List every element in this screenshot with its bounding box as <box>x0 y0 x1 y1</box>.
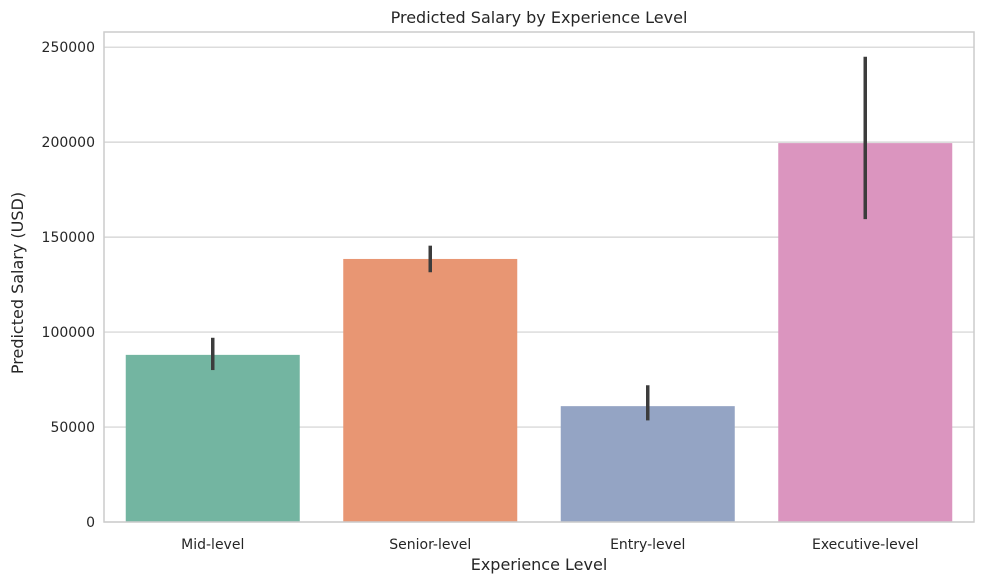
y-tick-label: 0 <box>86 515 95 531</box>
y-tick-label: 250000 <box>42 40 95 56</box>
bar-senior-level <box>343 258 518 522</box>
y-tick-labels: 0 50000 100000 150000 200000 250000 <box>42 40 95 531</box>
y-tick-label: 200000 <box>42 135 95 151</box>
bar-entry-level <box>560 406 735 522</box>
chart-title: Predicted Salary by Experience Level <box>391 8 688 27</box>
plot-frame <box>103 31 975 523</box>
x-tick-label: Entry-level <box>610 537 685 553</box>
x-tick-label: Mid-level <box>181 537 244 553</box>
bars <box>125 143 953 522</box>
axes-frame <box>103 31 975 523</box>
x-tick-label: Executive-level <box>812 537 919 553</box>
bar-mid-level <box>125 354 300 522</box>
y-axis-label: Predicted Salary (USD) <box>8 192 27 374</box>
y-tick-label: 100000 <box>42 325 95 341</box>
y-tick-label: 150000 <box>42 230 95 246</box>
x-tick-label: Senior-level <box>389 537 471 553</box>
error-bars <box>211 56 867 421</box>
y-tick-label: 50000 <box>50 420 95 436</box>
x-tick-labels: Mid-level Senior-level Entry-level Executiv… <box>181 537 918 553</box>
x-axis-label: Experience Level <box>471 555 608 574</box>
